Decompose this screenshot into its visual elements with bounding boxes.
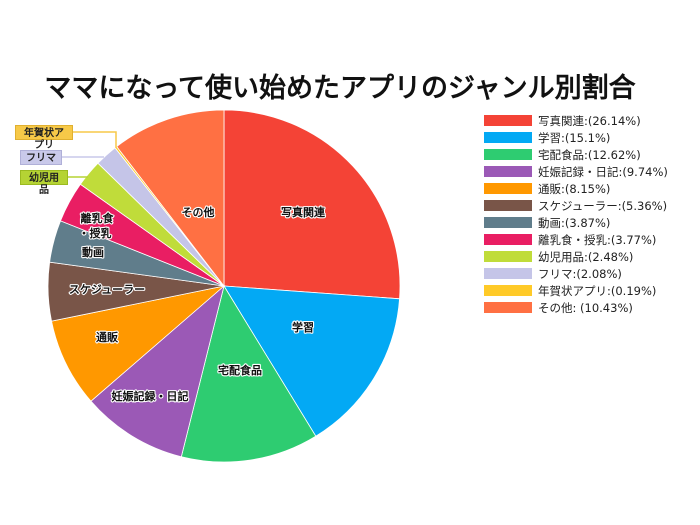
legend-label: 動画:(3.87%) — [538, 215, 611, 230]
legend-swatch — [484, 183, 532, 194]
legend-swatch — [484, 149, 532, 160]
slice-label: その他 — [182, 205, 215, 219]
pie-slice-4 — [51, 285, 226, 402]
legend-swatch — [484, 251, 532, 262]
legend-swatch — [484, 132, 532, 143]
callout-lines — [62, 131, 117, 178]
legend-label: スケジューラー:(5.36%) — [538, 198, 668, 213]
legend-swatch — [484, 268, 532, 279]
legend-swatch — [484, 217, 532, 228]
pie-slice-11 — [116, 109, 225, 288]
legend-item: フリマ:(2.08%) — [484, 265, 668, 282]
legend-item: 宅配食品:(12.62%) — [484, 146, 668, 163]
slice-label: 動画 — [82, 245, 104, 259]
callout-label: フリマ — [20, 150, 62, 165]
legend-swatch — [484, 285, 532, 296]
legend-label: 年賀状アプリ:(0.19%) — [538, 283, 657, 298]
pie-slice-1 — [223, 285, 400, 437]
legend: 写真関連:(26.14%) 学習:(15.1%) 宅配食品:(12.62%) 妊娠記録… — [484, 112, 668, 316]
legend-swatch — [484, 234, 532, 245]
legend-item: 妊娠記録・日記:(9.74%) — [484, 163, 668, 180]
callout-label: 幼児用品 — [20, 170, 68, 196]
slice-label: 宅配食品 — [218, 363, 262, 377]
legend-item: 離乳食・授乳:(3.77%) — [484, 231, 668, 248]
pie-slice-2 — [180, 284, 317, 463]
legend-label: 写真関連:(26.14%) — [538, 113, 641, 128]
legend-label: 宅配食品:(12.62%) — [538, 147, 641, 162]
legend-item: その他: (10.43%) — [484, 299, 668, 316]
pie-slice-0 — [223, 109, 401, 300]
pie-slice-3 — [90, 284, 225, 458]
legend-item: 年賀状アプリ:(0.19%) — [484, 282, 668, 299]
legend-label: その他: (10.43%) — [538, 300, 633, 315]
slice-label: スケジューラー — [69, 283, 145, 296]
slice-label: ・授乳 — [79, 226, 112, 240]
pie-slices — [47, 109, 401, 463]
slice-label: 学習 — [292, 320, 314, 334]
legend-item: 学習:(15.1%) — [484, 129, 668, 146]
legend-label: 離乳食・授乳:(3.77%) — [538, 232, 657, 247]
legend-item: スケジューラー:(5.36%) — [484, 197, 668, 214]
callout-leader-line — [73, 131, 117, 148]
slice-label: 離乳食 — [81, 211, 115, 225]
slice-label: 写真関連 — [281, 205, 326, 219]
legend-label: 妊娠記録・日記:(9.74%) — [538, 164, 668, 179]
slice-label: 妊娠記録・日記 — [112, 389, 189, 403]
legend-item: 写真関連:(26.14%) — [484, 112, 668, 129]
callout-label: 年賀状アプリ — [15, 125, 73, 151]
legend-label: フリマ:(2.08%) — [538, 266, 622, 281]
legend-item: 幼児用品:(2.48%) — [484, 248, 668, 265]
legend-label: 学習:(15.1%) — [538, 130, 611, 145]
legend-swatch — [484, 166, 532, 177]
legend-swatch — [484, 200, 532, 211]
legend-label: 通販:(8.15%) — [538, 181, 611, 196]
legend-item: 通販:(8.15%) — [484, 180, 668, 197]
legend-swatch — [484, 115, 532, 126]
chart-title: ママになって使い始めたアプリのジャンル別割合 — [44, 73, 636, 104]
legend-swatch — [484, 302, 532, 313]
slice-label: 通販 — [96, 330, 119, 344]
legend-item: 動画:(3.87%) — [484, 214, 668, 231]
legend-label: 幼児用品:(2.48%) — [538, 249, 634, 264]
